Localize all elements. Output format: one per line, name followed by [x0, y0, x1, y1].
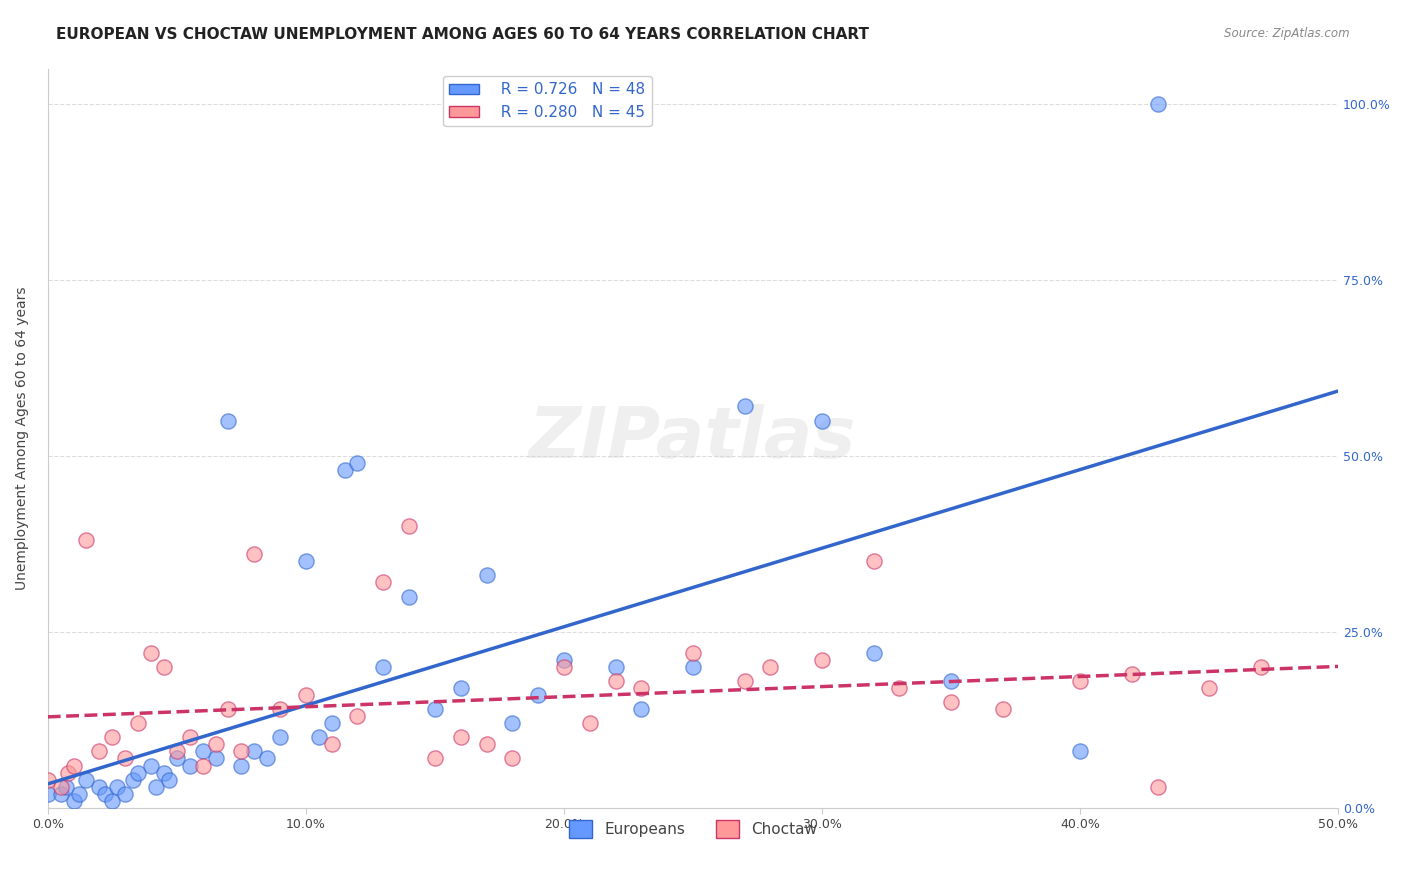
Point — [423, 751, 446, 765]
Point — [373, 660, 395, 674]
Point — [939, 695, 962, 709]
Point — [153, 765, 176, 780]
Point — [321, 738, 343, 752]
Point — [127, 765, 149, 780]
Point — [166, 744, 188, 758]
Point — [553, 653, 575, 667]
Point — [179, 758, 201, 772]
Point — [37, 772, 59, 787]
Point — [423, 702, 446, 716]
Point — [1198, 681, 1220, 695]
Point — [157, 772, 180, 787]
Point — [191, 744, 214, 758]
Point — [501, 716, 523, 731]
Point — [295, 688, 318, 702]
Point — [811, 413, 834, 427]
Point — [605, 673, 627, 688]
Point — [1069, 744, 1091, 758]
Point — [1146, 96, 1168, 111]
Point — [501, 751, 523, 765]
Point — [204, 738, 226, 752]
Point — [179, 731, 201, 745]
Point — [55, 780, 77, 794]
Point — [269, 731, 291, 745]
Point — [256, 751, 278, 765]
Point — [991, 702, 1014, 716]
Point — [605, 660, 627, 674]
Point — [58, 765, 80, 780]
Point — [204, 751, 226, 765]
Point — [889, 681, 911, 695]
Point — [217, 702, 239, 716]
Point — [373, 575, 395, 590]
Point — [191, 758, 214, 772]
Point — [862, 554, 884, 568]
Point — [630, 702, 652, 716]
Point — [139, 646, 162, 660]
Point — [89, 744, 111, 758]
Legend: Europeans, Choctaw: Europeans, Choctaw — [562, 814, 823, 845]
Point — [217, 413, 239, 427]
Point — [553, 660, 575, 674]
Y-axis label: Unemployment Among Ages 60 to 64 years: Unemployment Among Ages 60 to 64 years — [15, 286, 30, 590]
Text: Source: ZipAtlas.com: Source: ZipAtlas.com — [1225, 27, 1350, 40]
Point — [450, 681, 472, 695]
Point — [231, 758, 253, 772]
Point — [89, 780, 111, 794]
Point — [295, 554, 318, 568]
Point — [114, 787, 136, 801]
Point — [62, 794, 84, 808]
Point — [321, 716, 343, 731]
Point — [811, 653, 834, 667]
Point — [527, 688, 550, 702]
Point — [1250, 660, 1272, 674]
Point — [630, 681, 652, 695]
Point — [75, 772, 97, 787]
Point — [49, 780, 72, 794]
Point — [269, 702, 291, 716]
Point — [145, 780, 167, 794]
Point — [122, 772, 145, 787]
Point — [346, 709, 368, 723]
Point — [127, 716, 149, 731]
Point — [243, 744, 266, 758]
Point — [101, 794, 124, 808]
Point — [139, 758, 162, 772]
Point — [243, 547, 266, 561]
Point — [1146, 780, 1168, 794]
Point — [475, 568, 498, 582]
Point — [682, 646, 704, 660]
Point — [759, 660, 782, 674]
Point — [1121, 667, 1143, 681]
Point — [153, 660, 176, 674]
Point — [1069, 673, 1091, 688]
Point — [62, 758, 84, 772]
Point — [734, 400, 756, 414]
Text: ZIPatlas: ZIPatlas — [529, 404, 856, 473]
Point — [939, 673, 962, 688]
Point — [166, 751, 188, 765]
Point — [333, 463, 356, 477]
Point — [398, 519, 420, 533]
Text: EUROPEAN VS CHOCTAW UNEMPLOYMENT AMONG AGES 60 TO 64 YEARS CORRELATION CHART: EUROPEAN VS CHOCTAW UNEMPLOYMENT AMONG A… — [56, 27, 869, 42]
Point — [475, 738, 498, 752]
Point — [682, 660, 704, 674]
Point — [734, 673, 756, 688]
Point — [101, 731, 124, 745]
Point — [37, 787, 59, 801]
Point — [450, 731, 472, 745]
Point — [67, 787, 90, 801]
Point — [114, 751, 136, 765]
Point — [93, 787, 115, 801]
Point — [231, 744, 253, 758]
Point — [346, 456, 368, 470]
Point — [578, 716, 600, 731]
Point — [308, 731, 330, 745]
Point — [107, 780, 129, 794]
Point — [75, 533, 97, 548]
Point — [398, 590, 420, 604]
Point — [862, 646, 884, 660]
Point — [49, 787, 72, 801]
